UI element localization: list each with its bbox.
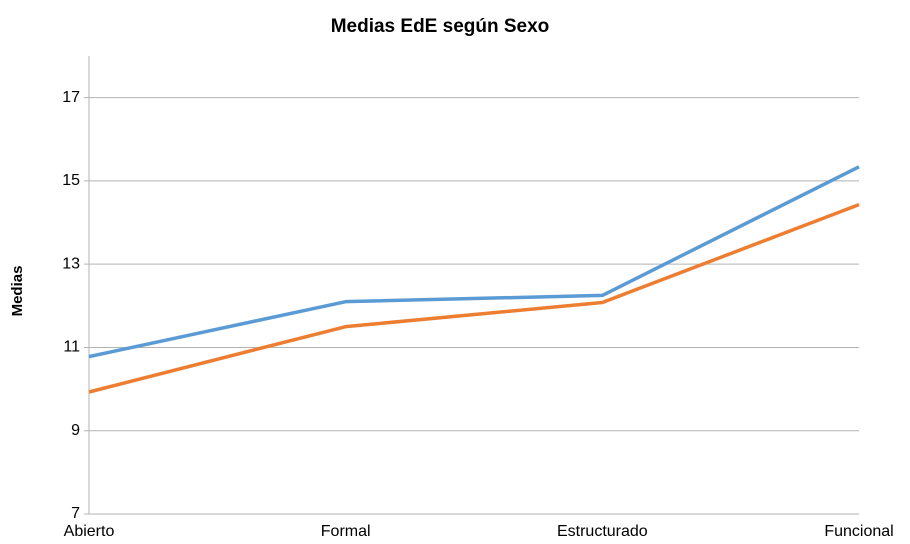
series-line <box>88 165 860 359</box>
y-axis-label: Medias <box>9 266 26 317</box>
y-tick-label: 11 <box>63 339 80 356</box>
y-tick-label: 17 <box>62 89 80 106</box>
y-tick-label: 9 <box>71 422 80 439</box>
x-tick-label: Formal <box>321 523 371 540</box>
y-tick-label: 7 <box>71 505 80 522</box>
x-tick-label: Abierto <box>64 523 115 540</box>
y-tick-label: 15 <box>62 172 80 189</box>
y-tick-label: 13 <box>62 255 80 272</box>
x-tick-label: Estructurado <box>557 523 648 540</box>
chart-title: Medias EdE según Sexo <box>331 16 550 37</box>
series-line <box>88 203 860 394</box>
x-tick-label: Funcional <box>824 523 893 540</box>
